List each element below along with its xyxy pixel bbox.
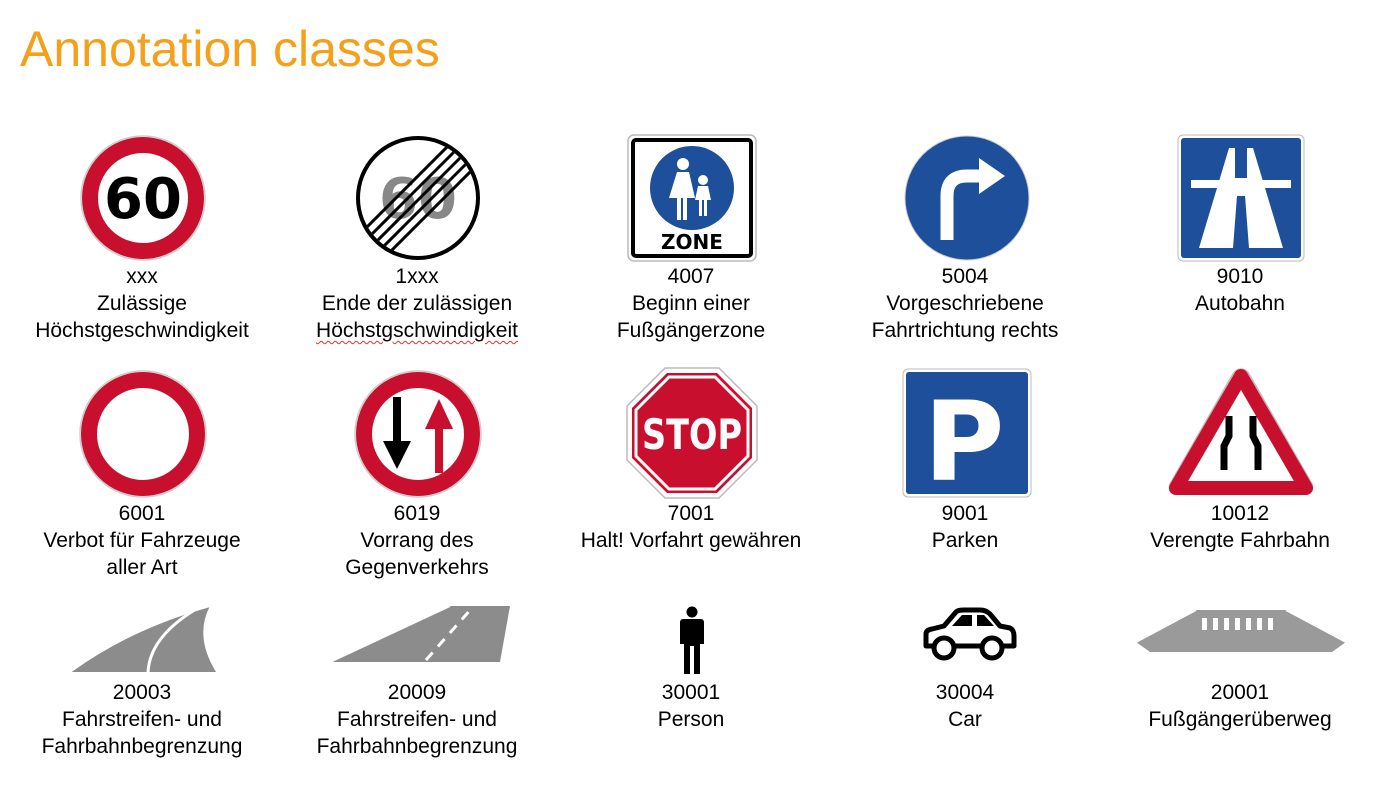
class-label-6001: 6001 Verbot für Fahrzeuge aller Art (43, 502, 241, 579)
class-label-30001: 30001 Person (657, 681, 725, 731)
class-label-20001: 20001 Fußgängerüberweg (1148, 681, 1332, 731)
end-speed-limit-60-icon: 60 (354, 134, 482, 262)
curved-lane-marking-icon (70, 606, 216, 672)
svg-text:60: 60 (104, 167, 182, 232)
class-label-9010: 9010 Autobahn (1195, 265, 1285, 315)
svg-text:STOP: STOP (642, 410, 742, 459)
road-narrows-icon (1166, 366, 1316, 498)
class-label-20003: 20003 Fahrstreifen- und Fahrbahnbegrenzu… (41, 681, 243, 758)
car-icon (920, 604, 1018, 664)
class-label-7001: 7001 Halt! Vorfahrt gewähren (580, 502, 802, 552)
class-label-4007: 4007 Beginn einer Fußgängerzone (616, 265, 766, 342)
class-label-1xxx: 1xxx Ende der zulässigen Höchstgschwindi… (316, 265, 518, 342)
class-label-5004: 5004 Vorgeschriebene Fahrtrichtung recht… (871, 265, 1059, 342)
parking-icon: P (902, 368, 1032, 498)
class-label-6019: 6019 Vorrang des Gegenverkehrs (345, 502, 489, 579)
class-label-9001: 9001 Parken (931, 502, 999, 552)
svg-text:P: P (924, 378, 1005, 498)
autobahn-icon (1177, 134, 1305, 262)
page-title: Annotation classes (20, 21, 440, 77)
class-label-10012: 10012 Verengte Fahrbahn (1150, 502, 1330, 552)
stop-sign-icon: STOP (626, 367, 758, 499)
class-label-20009: 20009 Fahrstreifen- und Fahrbahnbegrenzu… (316, 681, 518, 758)
crosswalk-icon (1136, 610, 1346, 652)
straight-lane-marking-icon (330, 606, 510, 662)
class-label-30004: 30004 Car (935, 681, 995, 731)
no-vehicles-icon (78, 369, 208, 499)
turn-right-icon (903, 134, 1031, 262)
person-icon (678, 606, 706, 676)
pedestrian-zone-icon: ZONE (627, 134, 757, 262)
speed-limit-60-icon: 60 (79, 134, 207, 262)
svg-text:ZONE: ZONE (661, 230, 723, 254)
priority-oncoming-icon (353, 369, 483, 499)
class-label-xxx: xxx Zulässige Höchstgeschwindigkeit (35, 265, 249, 342)
